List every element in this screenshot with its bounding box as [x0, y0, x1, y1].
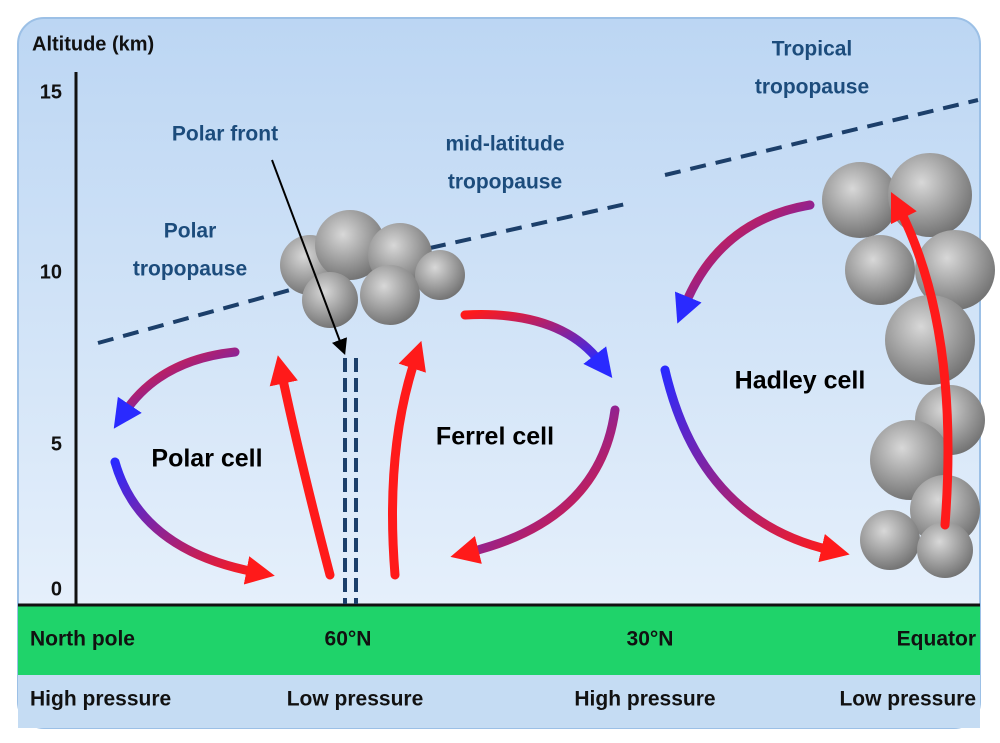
polar-front-lines [343, 358, 358, 604]
latitude-label: Equator [897, 628, 976, 651]
cloud-puff [885, 295, 975, 385]
axis-label: Altitude (km) [32, 33, 154, 55]
axis-tick: 0 [51, 578, 62, 600]
cell-label: Hadley cell [735, 367, 866, 395]
label: Polar front [172, 123, 278, 146]
mid-tropopause-line [429, 201, 631, 250]
arrow [460, 310, 613, 378]
polar-tropopause-line [97, 288, 291, 345]
pressure-label: Low pressure [839, 688, 976, 711]
cell-label: Ferrel cell [436, 423, 554, 451]
arrow [113, 347, 240, 429]
cloud-puff [315, 210, 385, 280]
cloud-puff [360, 265, 420, 325]
latitude-label: North pole [30, 628, 135, 651]
cloud-puff [415, 250, 465, 300]
pressure-label: Low pressure [287, 688, 424, 711]
cloud-puff [860, 510, 920, 570]
tropical-tropopause-line [664, 98, 979, 177]
axis-tick: 10 [40, 261, 62, 283]
cloud-puff [302, 272, 358, 328]
label: mid-latitude [446, 133, 565, 156]
axis-tick: 15 [40, 81, 62, 103]
arrow [890, 191, 953, 530]
cloud-puff [888, 153, 972, 237]
cloud-puff [845, 235, 915, 305]
latitude-label: 30°N [627, 628, 674, 651]
pressure-label: High pressure [574, 688, 715, 711]
label: Tropical [772, 38, 853, 61]
arrow [660, 365, 850, 563]
arrow [388, 340, 426, 580]
pressure-label: High pressure [30, 688, 171, 711]
label: tropopause [448, 171, 562, 194]
axis-tick: 5 [51, 433, 62, 455]
label: Polar [164, 220, 217, 243]
arrow [674, 200, 815, 324]
cell-label: Polar cell [151, 445, 262, 473]
latitude-label: 60°N [325, 628, 372, 651]
cloud-puff [917, 522, 973, 578]
pressure-band [18, 675, 980, 728]
cloud-mid [280, 210, 465, 328]
circulation-arrows [110, 191, 953, 585]
arrow [450, 405, 620, 564]
label: tropopause [755, 76, 869, 99]
cloud-puff [915, 230, 995, 310]
cloud-tower [822, 153, 995, 578]
ground-band [18, 605, 980, 675]
arrow [110, 457, 275, 585]
label: tropopause [133, 258, 247, 281]
cloud-puff [822, 162, 898, 238]
tropopause-lines [97, 98, 979, 345]
arrow [269, 355, 335, 580]
polar-front-pointer [271, 159, 347, 355]
